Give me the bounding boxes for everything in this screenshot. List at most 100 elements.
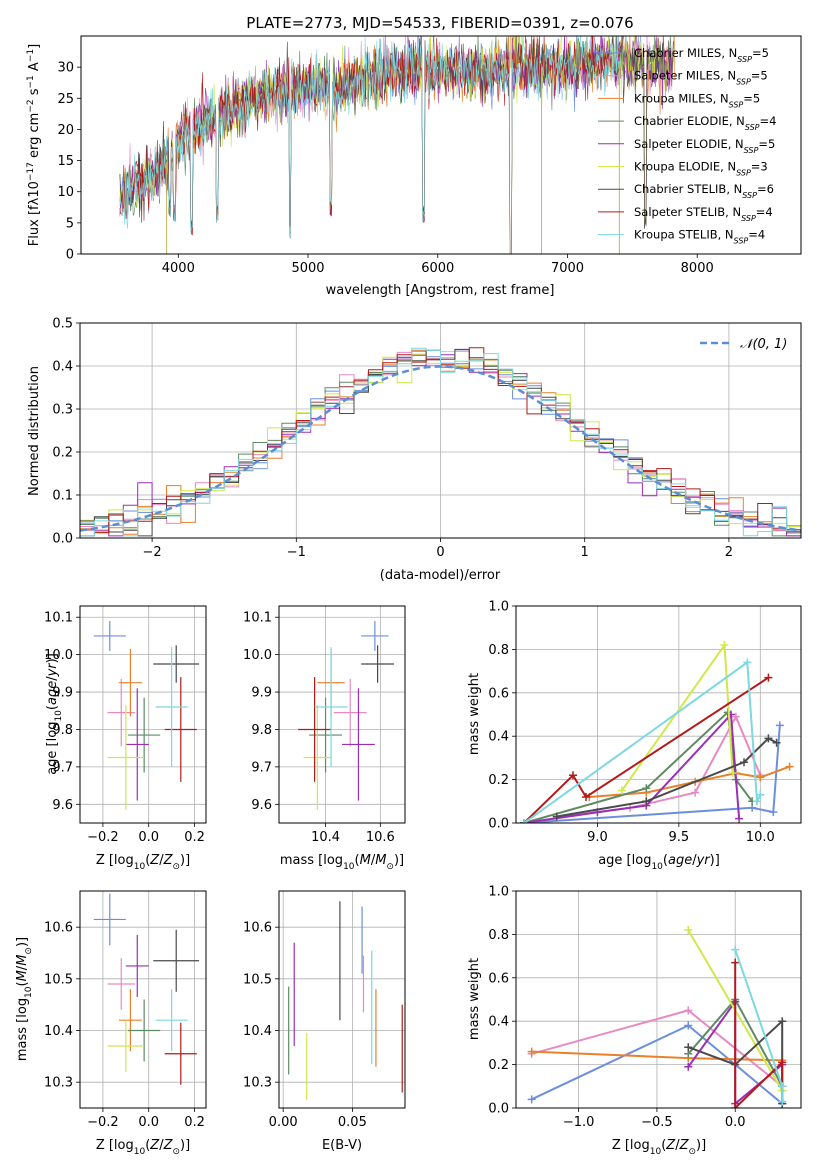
- p3-ylabel: age [log10(age/yr)]: [45, 653, 64, 775]
- residuals-panel: −2 −1 0 1 2 0.0 0.1 0.2 0.3 0.4 0.5 𝒩(0, 1) (data-…: [27, 317, 802, 583]
- weight-marker: [785, 762, 794, 771]
- y-tick-label: 0.8: [488, 928, 509, 943]
- x-tick-label: −2: [143, 545, 162, 560]
- y-tick-label: 9.7: [52, 760, 73, 775]
- weight-marker: [769, 808, 778, 817]
- y-tick-label: 0: [66, 248, 74, 263]
- x-tick-label: 0.2: [184, 1115, 205, 1130]
- age-vs-mass-panel: 10.4 10.6 9.6 9.7 9.8 9.9 10.0 10.1: [243, 605, 406, 845]
- weight-marker: [684, 1006, 693, 1015]
- y-tick-label: 0.8: [488, 643, 509, 658]
- weight-line: [621, 642, 734, 792]
- weight-marker: [772, 738, 781, 747]
- weight-marker: [642, 797, 651, 806]
- x-tick-label: 5000: [291, 261, 324, 276]
- y-tick-label: 0.6: [488, 971, 509, 986]
- y-tick-label: 10.4: [44, 1024, 73, 1039]
- y-tick-label: 0.0: [488, 817, 509, 832]
- residuals-xlabel: (data-model)/error: [380, 568, 501, 583]
- weight-marker: [527, 1047, 536, 1056]
- p3-xlabel: Z [log10(Z/Z⊙)]: [96, 853, 190, 872]
- y-tick-label: 10.6: [243, 921, 272, 936]
- weight-marker: [728, 769, 737, 778]
- legend-label: Kroupa ELODIE, NSSP=3: [634, 160, 768, 178]
- weight-marker: [520, 819, 529, 823]
- weight-marker: [684, 1043, 693, 1052]
- p5-xlabel: age [log10(age/yr)]: [598, 853, 720, 872]
- spectrum-ticks: 4000 5000 6000 7000 8000 0 5 10 15 20 25 30: [57, 61, 713, 276]
- y-tick-label: 0.5: [52, 317, 73, 332]
- x-tick-label: 10.0: [746, 830, 775, 845]
- y-tick-label: 10.0: [243, 648, 272, 663]
- panel-frame: [79, 605, 207, 824]
- x-tick-label: −0.2: [87, 830, 119, 845]
- y-tick-label: 10.6: [44, 921, 73, 936]
- spectrum-legend: Chabrier MILES, NSSP=5 Salpeter MILES, NS…: [598, 46, 776, 245]
- y-tick-label: 0.2: [488, 1058, 509, 1073]
- legend-label: Kroupa MILES, NSSP=5: [634, 91, 760, 109]
- weight-marker: [756, 773, 765, 782]
- panel-gridlines: 0.00 0.05 10.3 10.4 10.5 10.6: [243, 891, 405, 1130]
- gaussian-legend-label: 𝒩(0, 1): [740, 337, 787, 352]
- y-tick-label: 10.1: [44, 611, 73, 626]
- weight-marker: [735, 814, 744, 823]
- weight-marker: [684, 926, 693, 935]
- weight-marker: [731, 945, 740, 954]
- panel-gridlines: 9.0 9.5 10.0 0.0 0.2 0.4 0.6 0.8 1.0: [488, 600, 801, 845]
- x-tick-label: 10.6: [366, 830, 395, 845]
- y-tick-label: 9.6: [52, 798, 73, 813]
- legend-label: Chabrier MILES, NSSP=5: [634, 46, 769, 64]
- p4-xlabel: mass [log10(M/M⊙)]: [280, 853, 404, 872]
- y-tick-label: 5: [66, 216, 74, 231]
- panel-marks: [527, 926, 787, 1108]
- x-tick-label: 0.2: [184, 830, 205, 845]
- mass-weight-vs-metallicity-panel: −1.0 −0.5 0.0 0.0 0.2 0.4 0.6 0.8 1.0: [488, 885, 802, 1130]
- x-tick-label: 0.0: [138, 830, 159, 845]
- weight-marker: [775, 721, 784, 730]
- y-tick-label: 0.2: [52, 446, 73, 461]
- p7-xlabel: E(B-V): [322, 1138, 362, 1153]
- x-tick-label: 2: [725, 545, 733, 560]
- weight-marker: [642, 784, 651, 793]
- y-tick-label: 0.2: [488, 773, 509, 788]
- spectrum-frame: [80, 35, 802, 255]
- weight-marker: [582, 792, 591, 801]
- panel-gridlines: −1.0 −0.5 0.0 0.0 0.2 0.4 0.6 0.8 1.0: [488, 885, 801, 1130]
- y-tick-label: 1.0: [488, 600, 509, 615]
- p8-ylabel: mass weight: [467, 958, 482, 1040]
- y-tick-label: 1.0: [488, 885, 509, 900]
- y-tick-label: 10.3: [243, 1076, 272, 1091]
- x-tick-label: 0.0: [725, 1115, 746, 1130]
- y-tick-label: 0.1: [52, 489, 73, 504]
- panel-frame: [515, 605, 802, 824]
- weight-marker: [731, 958, 740, 967]
- panel-marks: [93, 620, 200, 810]
- y-tick-label: 9.9: [251, 686, 272, 701]
- weight-marker: [720, 641, 729, 650]
- weight-line: [524, 725, 781, 823]
- weight-marker: [569, 771, 577, 780]
- legend-label: Chabrier ELODIE, NSSP=4: [634, 114, 776, 132]
- panel-marks: [298, 620, 395, 810]
- legend-label: Salpeter STELIB, NSSP=4: [634, 205, 773, 223]
- gaussian-reference-curve: [80, 365, 801, 532]
- weight-line: [589, 765, 790, 798]
- x-tick-label: −1.0: [563, 1115, 595, 1130]
- panel-marks: [93, 893, 200, 1085]
- weight-marker: [691, 788, 700, 797]
- y-tick-label: 10.0: [44, 648, 73, 663]
- weight-line: [523, 676, 769, 823]
- weight-marker: [778, 1058, 787, 1067]
- weight-marker: [731, 712, 740, 721]
- y-tick-label: 10: [57, 185, 74, 200]
- x-tick-label: −1: [287, 545, 306, 560]
- figure-title: PLATE=2773, MJD=54533, FIBERID=0391, z=0…: [246, 14, 633, 32]
- panel-frame: [278, 605, 406, 824]
- x-tick-label: −0.2: [87, 1115, 119, 1130]
- p5-ylabel: mass weight: [467, 673, 482, 755]
- weight-marker: [731, 1104, 740, 1108]
- panel-gridlines: −0.2 0.0 0.2 10.3 10.4 10.5 10.6: [44, 891, 206, 1130]
- weight-marker: [617, 786, 626, 795]
- weight-marker: [778, 1082, 787, 1091]
